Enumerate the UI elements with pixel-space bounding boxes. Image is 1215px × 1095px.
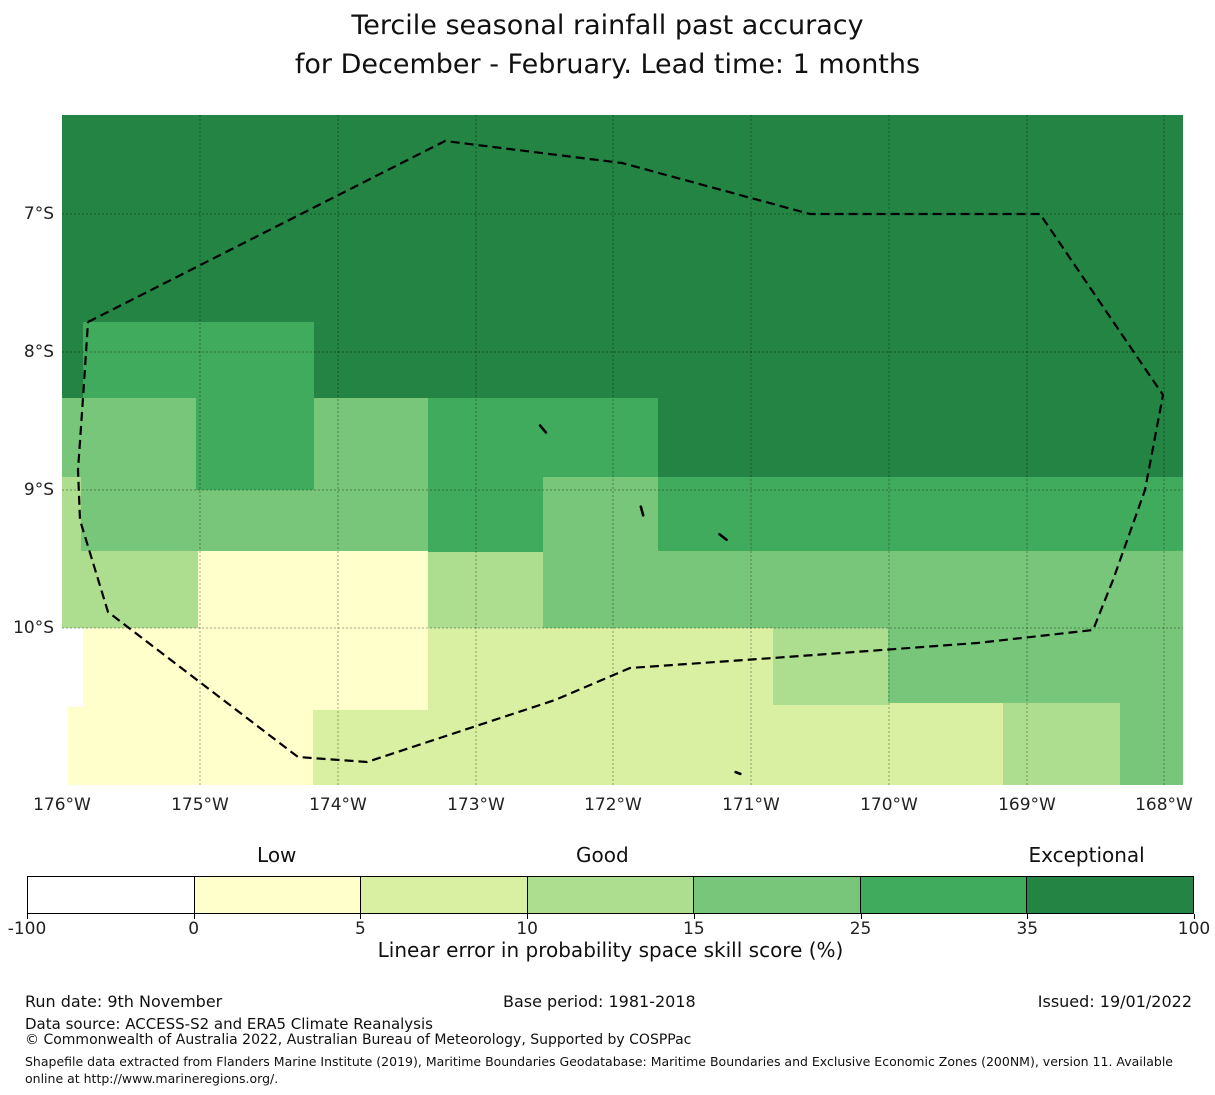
map-cell	[888, 628, 1183, 703]
y-tick-label: 7°S	[23, 204, 54, 224]
map-cell	[198, 551, 428, 628]
footer-copyright: © Commonwealth of Australia 2022, Austra…	[25, 1032, 692, 1048]
colorbar-tick-mark	[27, 914, 28, 919]
colorbar-tick-mark	[193, 914, 195, 919]
colorbar-category-label: Low	[257, 843, 297, 867]
colorbar-tick-label: 100	[1177, 919, 1211, 939]
map-cell	[773, 705, 888, 785]
colorbar-tick-mark	[693, 914, 695, 919]
colorbar-segment	[694, 877, 861, 913]
colorbar-segment	[361, 877, 528, 913]
map-cell	[81, 490, 428, 551]
map-cell	[81, 551, 198, 628]
footer-shapefile-note: Shapefile data extracted from Flanders M…	[25, 1054, 1173, 1086]
y-tick-label: 8°S	[23, 342, 54, 362]
colorbar-title: Linear error in probability space skill …	[377, 938, 844, 962]
colorbar-tick-mark	[1194, 914, 1195, 919]
map-cell	[83, 322, 314, 398]
map-overlay	[62, 115, 1183, 785]
colorbar-tick-mark	[860, 914, 862, 919]
figure-title-line1: Tercile seasonal rainfall past accuracy	[351, 10, 864, 41]
colorbar-tick-label: 25	[849, 919, 872, 939]
y-tick-label: 10°S	[13, 618, 54, 638]
map-cell	[62, 628, 313, 785]
map-cell	[62, 398, 196, 490]
colorbar-category-label: Exceptional	[1028, 843, 1145, 867]
map-cell	[1003, 703, 1120, 785]
colorbar-segment	[527, 877, 695, 913]
x-tick-label: 171°W	[722, 795, 780, 815]
island-mark	[734, 770, 742, 776]
map-canvas	[62, 115, 1183, 785]
map-cell	[428, 552, 543, 628]
map-cell	[543, 477, 658, 628]
map-cell	[196, 398, 314, 490]
map-cell	[313, 710, 428, 785]
island-mark	[538, 424, 548, 434]
colorbar-tick-label: 0	[188, 919, 200, 939]
map-cell	[428, 477, 543, 552]
footer-issued-date: Issued: 19/01/2022	[1037, 992, 1192, 1011]
x-tick-label: 174°W	[309, 795, 367, 815]
colorbar-tick-mark	[527, 914, 529, 919]
map-cell	[658, 551, 1183, 628]
island-mark	[718, 532, 728, 542]
map-cell	[62, 477, 81, 628]
map-cell	[1120, 703, 1183, 785]
map-cell	[773, 628, 888, 705]
footer-base-period: Base period: 1981-2018	[503, 992, 696, 1011]
colorbar-segment	[860, 877, 1028, 913]
colorbar-tick-mark	[360, 914, 362, 919]
colorbar-tick-label: 35	[1016, 919, 1039, 939]
map-cell	[428, 398, 658, 477]
eez-boundary	[76, 139, 1165, 764]
colorbar-tick-mark	[1027, 914, 1029, 919]
island-mark	[639, 505, 645, 517]
colorbar	[27, 876, 1194, 914]
colorbar-segment	[1027, 877, 1194, 913]
x-tick-label: 175°W	[171, 795, 229, 815]
x-tick-label: 170°W	[860, 795, 918, 815]
figure-title-line2: for December - February. Lead time: 1 mo…	[294, 49, 921, 80]
colorbar-tick-label: 10	[516, 919, 538, 939]
x-tick-label: 176°W	[33, 795, 91, 815]
colorbar-tick-label: 15	[683, 919, 705, 939]
footer-run-date: Run date: 9th November	[25, 992, 223, 1011]
map-cell	[62, 628, 83, 707]
colorbar-segment	[28, 877, 195, 913]
x-tick-label: 173°W	[447, 795, 505, 815]
map-cell	[62, 707, 68, 785]
map-cell	[313, 628, 428, 710]
colorbar-tick-label: 5	[355, 919, 366, 939]
x-tick-label: 169°W	[998, 795, 1056, 815]
colorbar-category-label: Good	[575, 843, 629, 867]
colorbar-segment	[194, 877, 362, 913]
colorbar-tick-label: -100	[7, 919, 47, 939]
x-tick-label: 172°W	[584, 795, 642, 815]
x-tick-label: 168°W	[1135, 795, 1193, 815]
map-cell	[428, 628, 773, 785]
y-tick-label: 9°S	[23, 480, 54, 500]
map-cell	[658, 477, 1183, 551]
map-cell	[888, 703, 1003, 785]
footer-data-source: Data source: ACCESS-S2 and ERA5 Climate …	[25, 1015, 433, 1033]
map-cell	[314, 398, 428, 490]
